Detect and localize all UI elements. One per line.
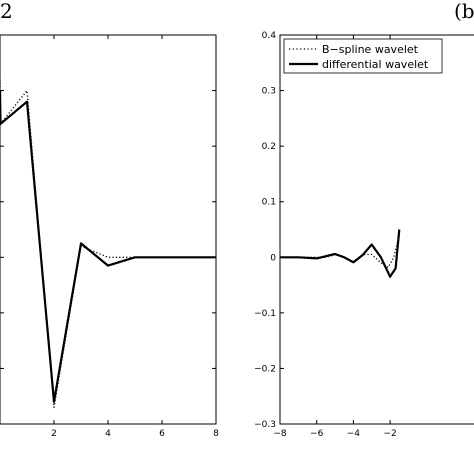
series-line-dotted [0,79,216,408]
x-tick-label: −2 [383,429,396,439]
y-tick-label: 0.4 [262,31,277,41]
x-tick-label: 6 [159,429,165,439]
y-tick-label: −0.3 [254,420,276,430]
y-tick-label: 0.2 [262,142,276,152]
y-tick-label: 0.1 [262,198,276,208]
series-line-solid [0,90,216,403]
y-tick-label: 0 [270,253,276,263]
y-tick-label: −0.2 [254,364,276,374]
panel-label-left: 2 [0,0,13,23]
panel-label-right: (b [454,0,474,23]
x-tick-label: −8 [273,429,287,439]
series-line-solid [280,229,401,278]
x-tick-label: 2 [51,429,57,439]
x-tick-label: −6 [310,429,324,439]
series-line-dotted [280,234,400,268]
right-plot-frame [279,34,474,425]
left-chart: 2 4 6 8 [0,34,219,439]
y-tick-label: 0.3 [262,87,276,97]
y-tick-label: −0.1 [254,309,276,319]
legend-label-differential: differential wavelet [322,58,429,71]
x-tick-label: −4 [347,429,361,439]
x-tick-label: 4 [105,429,111,439]
legend-label-bspline: B−spline wavelet [322,43,419,56]
legend: B−spline wavelet differential wavelet [283,38,443,74]
left-tick-group: 2 4 6 8 [0,34,219,439]
right-series-group [280,229,401,278]
right-tick-group: −0.3 −0.2 −0.1 0 0.1 0.2 0.3 0.4 −8 −6 −4 −2 [254,31,397,439]
left-plot-frame [0,34,217,425]
legend-box [283,38,443,74]
x-tick-label: 8 [213,429,219,439]
right-chart: −0.3 −0.2 −0.1 0 0.1 0.2 0.3 0.4 −8 −6 −4 −2 B−spli… [254,31,474,439]
left-series-group [0,79,216,408]
